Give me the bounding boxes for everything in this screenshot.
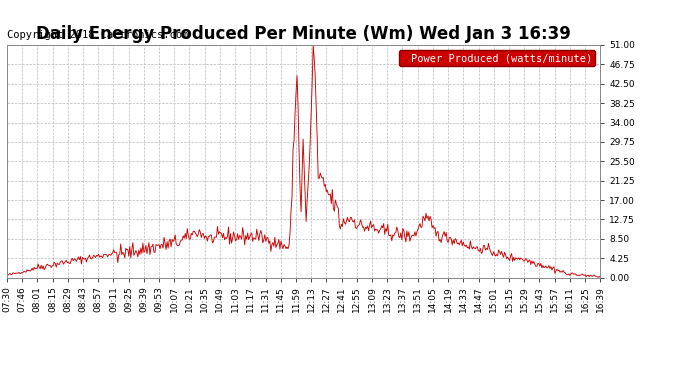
Text: Copyright 2018 Cartronics.com: Copyright 2018 Cartronics.com — [7, 30, 188, 40]
Title: Daily Energy Produced Per Minute (Wm) Wed Jan 3 16:39: Daily Energy Produced Per Minute (Wm) We… — [36, 26, 571, 44]
Legend: Power Produced (watts/minute): Power Produced (watts/minute) — [400, 50, 595, 66]
